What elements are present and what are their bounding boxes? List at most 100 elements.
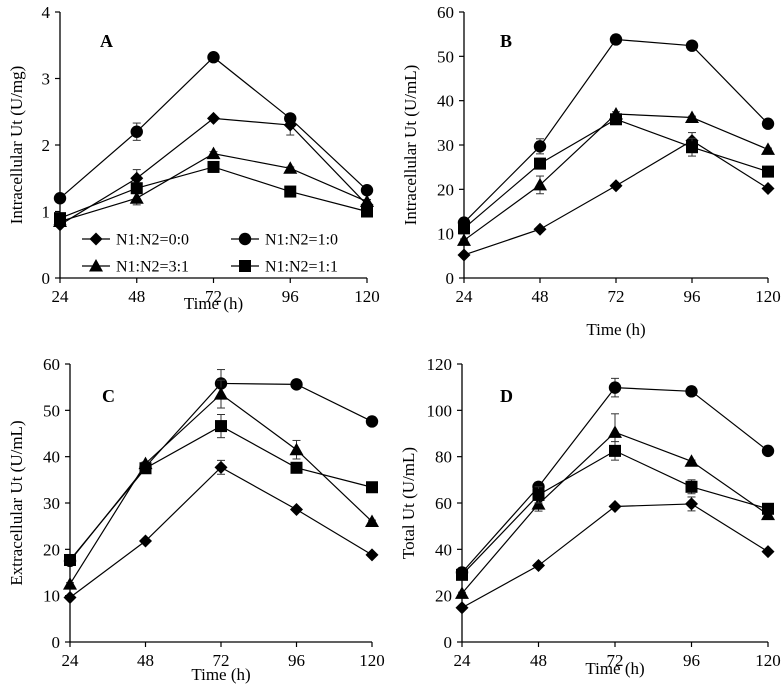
legend-square-icon xyxy=(239,260,251,272)
x-tick-label: 48 xyxy=(137,651,154,670)
data-point-circle xyxy=(207,51,220,64)
data-point-triangle xyxy=(214,387,228,400)
data-point-triangle xyxy=(206,146,221,160)
series-triangle xyxy=(63,379,379,590)
data-point-triangle xyxy=(455,586,469,599)
y-tick-label: 50 xyxy=(437,47,454,66)
y-tick-label: 10 xyxy=(437,225,454,244)
series-diamond xyxy=(457,132,775,262)
panel-label: A xyxy=(100,31,113,51)
y-tick-label: 30 xyxy=(437,136,454,155)
data-point-square xyxy=(762,502,774,515)
legend-item: N1:N2=3:1 xyxy=(82,259,189,276)
legend-circle-icon xyxy=(238,232,252,246)
data-point-circle xyxy=(761,117,775,130)
y-tick-label: 100 xyxy=(427,401,453,420)
x-axis-title: Time (h) xyxy=(585,659,644,678)
y-axis-title: Total Ut (U/mL) xyxy=(399,447,418,559)
series-line xyxy=(463,38,769,224)
series-square xyxy=(458,113,774,235)
x-tick-label: 72 xyxy=(205,287,222,306)
panel-b: 0 10 20 30 40 50 60 24 48 72 96 120 Time (h) Intracel… xyxy=(401,3,781,339)
data-point-triangle xyxy=(457,233,471,246)
x-tick-label: 24 xyxy=(456,287,474,306)
data-point-triangle xyxy=(289,442,304,456)
legend: N1:N2=0:0 N1:N2=1:0 N1:N2=3:1 N1:N2=1:1 xyxy=(82,232,338,276)
data-point-diamond xyxy=(130,171,144,185)
data-point-square xyxy=(762,165,774,178)
data-point-diamond xyxy=(761,545,775,559)
series-square xyxy=(456,441,774,581)
series-square xyxy=(54,160,373,225)
series-line xyxy=(463,139,769,256)
data-point-diamond xyxy=(608,499,622,513)
data-point-triangle xyxy=(63,577,77,590)
y-tick-label: 1 xyxy=(42,203,51,222)
data-point-square xyxy=(130,182,143,195)
data-point-circle xyxy=(761,444,775,458)
panel-label: B xyxy=(500,31,512,51)
x-tick-label: 48 xyxy=(532,287,549,306)
data-point-triangle xyxy=(283,161,298,174)
data-point-square xyxy=(686,141,698,154)
legend-diamond-icon xyxy=(89,232,103,246)
y-tick-label: 0 xyxy=(52,633,61,652)
data-point-triangle xyxy=(608,425,622,438)
series-triangle xyxy=(53,146,374,227)
y-tick-label: 0 xyxy=(42,269,51,288)
series-line xyxy=(463,118,769,229)
data-point-triangle xyxy=(684,454,699,467)
y-tick-label: 3 xyxy=(42,70,51,89)
data-point-diamond xyxy=(365,548,379,562)
y-axis-title: Intracellular Ut (U/mg) xyxy=(7,66,26,225)
data-point-square xyxy=(139,462,152,475)
x-tick-label: 120 xyxy=(354,287,380,306)
data-point-diamond xyxy=(609,179,623,193)
y-tick-label: 0 xyxy=(446,269,455,288)
legend-label: N1:N2=1:0 xyxy=(265,232,338,249)
panel-a: 0 1 2 3 4 24 48 72 96 120 Time (h) Intracellular Ut… xyxy=(7,3,380,313)
x-tick-label: 24 xyxy=(454,651,472,670)
legend-label: N1:N2=1:1 xyxy=(265,259,338,276)
y-tick-label: 40 xyxy=(437,92,454,111)
y-tick-label: 20 xyxy=(43,540,60,559)
data-point-triangle xyxy=(365,514,379,528)
legend-item: N1:N2=1:0 xyxy=(231,232,338,249)
y-axis-title: Extracellular Ut (U/mL) xyxy=(7,420,26,585)
panel-label: C xyxy=(102,386,115,406)
series-diamond xyxy=(63,459,379,605)
data-point-triangle xyxy=(685,110,699,124)
series-line xyxy=(59,56,368,199)
data-point-diamond xyxy=(761,181,775,195)
series-circle xyxy=(455,377,775,579)
data-point-triangle xyxy=(533,177,547,191)
series-circle xyxy=(53,51,374,205)
data-point-circle xyxy=(608,381,622,394)
data-point-square xyxy=(458,222,470,235)
data-point-triangle xyxy=(761,142,775,155)
data-point-diamond xyxy=(533,222,547,236)
data-point-diamond xyxy=(532,559,545,573)
data-point-circle xyxy=(365,415,379,428)
y-tick-label: 20 xyxy=(435,587,452,606)
data-point-diamond xyxy=(457,248,471,262)
y-tick-label: 0 xyxy=(444,633,453,652)
x-tick-label: 48 xyxy=(530,651,547,670)
series-diamond xyxy=(455,496,775,615)
data-point-square xyxy=(207,160,220,173)
data-point-circle xyxy=(360,184,374,197)
data-point-triangle xyxy=(129,191,144,204)
x-axis-title: Time (h) xyxy=(586,320,645,339)
y-tick-label: 80 xyxy=(435,448,452,467)
data-point-square xyxy=(534,157,546,170)
data-point-diamond xyxy=(63,591,77,605)
panel-c: 0 10 20 30 40 50 60 24 48 72 96 120 Time (h) Extracel… xyxy=(7,355,385,684)
y-tick-label: 60 xyxy=(437,3,454,22)
data-point-square xyxy=(366,481,378,494)
y-axis-title: Intracellular Ut (U/mL) xyxy=(401,65,420,226)
legend-label: N1:N2=0:0 xyxy=(116,232,189,249)
legend-item: N1:N2=0:0 xyxy=(82,232,189,249)
data-point-square xyxy=(610,113,622,126)
data-point-square xyxy=(456,568,468,581)
x-tick-label: 120 xyxy=(755,287,781,306)
